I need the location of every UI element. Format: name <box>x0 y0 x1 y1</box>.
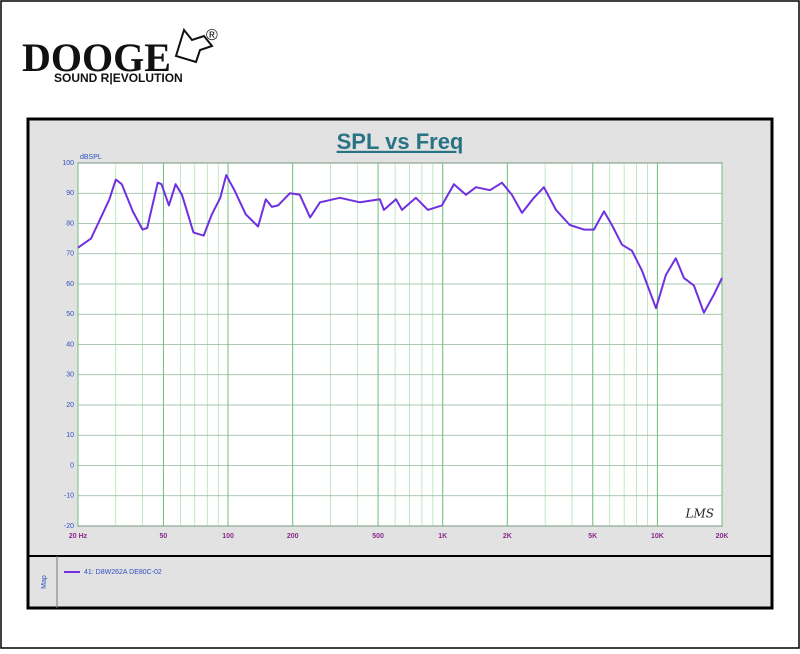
y-axis-label: dBSPL <box>80 154 102 161</box>
y-tick-label: 50 <box>66 311 74 318</box>
x-tick-label: 200 <box>287 533 299 540</box>
y-tick-label: 70 <box>66 251 74 258</box>
x-tick-label: 20 Hz <box>69 533 88 540</box>
y-tick-label: 30 <box>66 372 74 379</box>
y-tick-label: 80 <box>66 220 74 227</box>
x-tick-label: 20K <box>716 533 729 540</box>
y-tick-label: -20 <box>64 523 74 530</box>
y-tick-label: 90 <box>66 190 74 197</box>
chart-title: SPL vs Freq <box>337 129 464 154</box>
logo-mark: ® <box>206 27 218 44</box>
logo-brand: DOOGE <box>22 35 171 80</box>
y-tick-label: 60 <box>66 281 74 288</box>
x-tick-label: 50 <box>160 533 168 540</box>
legend-label: 41: D8W262A DE80C-02 <box>84 569 162 576</box>
y-tick-label: 0 <box>70 462 74 469</box>
x-tick-label: 10K <box>651 533 664 540</box>
watermark: LMS <box>685 507 714 521</box>
legend-title: Map <box>41 575 48 589</box>
y-tick-label: -10 <box>64 493 74 500</box>
y-tick-label: 20 <box>66 402 74 409</box>
x-tick-label: 1K <box>438 533 447 540</box>
x-tick-label: 500 <box>372 533 384 540</box>
x-tick-label: 100 <box>222 533 234 540</box>
series-line <box>77 174 723 314</box>
y-tick-label: 40 <box>66 341 74 348</box>
y-tick-label: 10 <box>66 432 74 439</box>
logo-tagline: SOUND R|EVOLUTION <box>54 71 183 85</box>
x-tick-label: 5K <box>588 533 597 540</box>
logo-dog <box>174 27 214 64</box>
x-tick-label: 2K <box>503 533 512 540</box>
y-tick-label: 100 <box>62 160 74 167</box>
